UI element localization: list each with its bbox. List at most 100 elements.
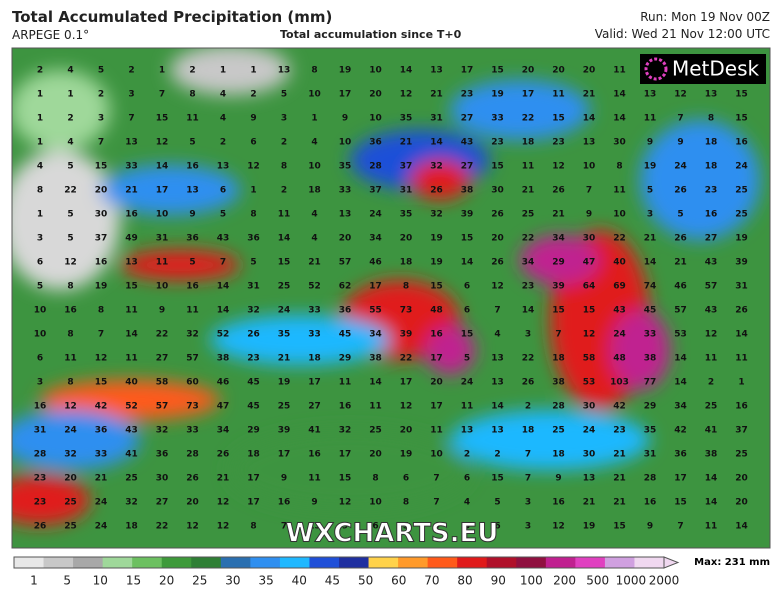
point-value: 15: [156, 114, 169, 124]
logo-icon: [644, 57, 668, 81]
point-value: 42: [95, 402, 108, 412]
point-value: 73: [400, 306, 413, 316]
point-value: 21: [644, 234, 657, 244]
point-value: 4: [67, 138, 73, 148]
point-value: 8: [67, 330, 73, 340]
point-value: 46: [217, 378, 230, 388]
point-value: 7: [433, 498, 439, 508]
point-value: 23: [34, 498, 47, 508]
point-value: 13: [491, 354, 504, 364]
point-value: 1: [159, 66, 165, 76]
point-value: 11: [278, 210, 291, 220]
point-value: 41: [125, 450, 138, 460]
point-value: 22: [400, 354, 413, 364]
point-value: 5: [189, 138, 195, 148]
point-value: 8: [67, 378, 73, 388]
point-value: 38: [644, 354, 657, 364]
point-value: 19: [644, 162, 657, 172]
point-value: 20: [400, 426, 413, 436]
point-value: 20: [369, 450, 382, 460]
point-value: 32: [186, 330, 199, 340]
point-value: 12: [552, 522, 565, 532]
point-value: 19: [430, 258, 443, 268]
point-value: 13: [217, 162, 230, 172]
point-value: 2: [189, 66, 195, 76]
legend-swatch: [457, 557, 488, 568]
point-value: 17: [400, 378, 413, 388]
point-value: 42: [613, 402, 626, 412]
point-value: 32: [64, 450, 77, 460]
legend-swatch: [516, 557, 547, 568]
point-value: 14: [735, 330, 748, 340]
point-value: 7: [525, 474, 531, 484]
point-value: 2: [98, 90, 104, 100]
point-value: 20: [400, 234, 413, 244]
point-value: 1: [37, 90, 43, 100]
point-value: 9: [311, 498, 317, 508]
point-value: 20: [735, 498, 748, 508]
point-value: 12: [705, 330, 718, 340]
point-value: 12: [674, 90, 687, 100]
point-value: 10: [308, 162, 321, 172]
point-value: 8: [250, 210, 256, 220]
point-value: 26: [247, 330, 260, 340]
point-value: 21: [674, 258, 687, 268]
point-value: 29: [552, 258, 565, 268]
point-value: 15: [339, 474, 352, 484]
legend-swatch: [604, 557, 635, 568]
point-value: 23: [461, 90, 474, 100]
point-value: 5: [189, 258, 195, 268]
legend-tick-label: 1: [30, 574, 38, 588]
valid: Valid: Wed 21 Nov 12:00 UTC: [594, 27, 770, 41]
point-value: 23: [552, 138, 565, 148]
point-value: 24: [674, 162, 687, 172]
point-value: 18: [247, 450, 260, 460]
point-value: 20: [430, 378, 443, 388]
point-value: 20: [583, 66, 596, 76]
point-value: 14: [522, 306, 535, 316]
point-value: 16: [644, 498, 657, 508]
legend-swatch: [220, 557, 251, 568]
point-value: 25: [735, 450, 748, 460]
point-value: 34: [369, 330, 382, 340]
point-value: 5: [677, 210, 683, 220]
point-value: 14: [278, 234, 291, 244]
point-value: 15: [735, 90, 748, 100]
point-value: 26: [552, 186, 565, 196]
point-value: 15: [674, 498, 687, 508]
point-value: 30: [95, 210, 108, 220]
point-value: 21: [613, 474, 626, 484]
point-value: 45: [247, 378, 260, 388]
point-value: 14: [461, 258, 474, 268]
point-value: 38: [705, 450, 718, 460]
point-value: 18: [308, 354, 321, 364]
point-value: 21: [400, 138, 413, 148]
point-value: 27: [461, 114, 474, 124]
point-value: 2: [281, 186, 287, 196]
point-value: 12: [339, 498, 352, 508]
point-value: 6: [403, 474, 409, 484]
point-value: 45: [247, 402, 260, 412]
point-value: 17: [430, 402, 443, 412]
point-value: 12: [217, 498, 230, 508]
point-value: 53: [583, 378, 596, 388]
point-value: 5: [403, 522, 409, 532]
legend-tick-label: 90: [491, 574, 506, 588]
point-value: 4: [311, 234, 317, 244]
point-value: 58: [156, 378, 169, 388]
point-value: 23: [522, 282, 535, 292]
point-value: 26: [34, 522, 47, 532]
point-value: 11: [125, 354, 138, 364]
point-value: 77: [644, 378, 657, 388]
point-value: 32: [430, 162, 443, 172]
point-value: 15: [278, 258, 291, 268]
point-value: 9: [250, 114, 256, 124]
point-value: 10: [369, 114, 382, 124]
point-value: 27: [308, 402, 321, 412]
point-value: 26: [491, 210, 504, 220]
point-value: 35: [400, 114, 413, 124]
point-value: 33: [339, 186, 352, 196]
point-value: 15: [552, 306, 565, 316]
point-value: 64: [583, 282, 596, 292]
point-value: 26: [522, 378, 535, 388]
